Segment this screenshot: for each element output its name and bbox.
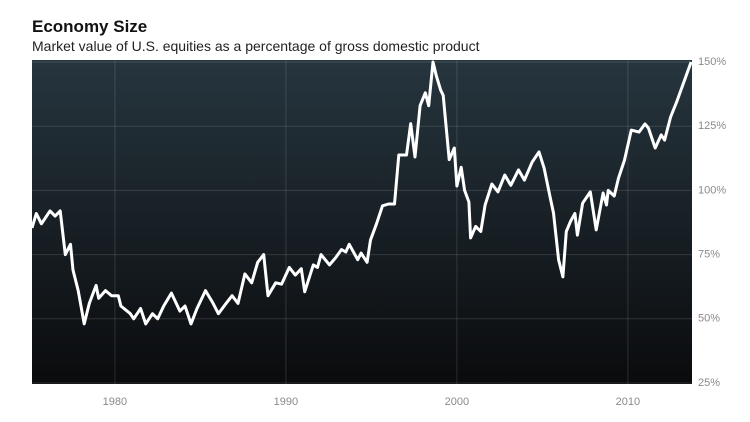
y-tick-label: 100% [698, 184, 726, 196]
x-tick-label: 1980 [103, 396, 127, 408]
y-tick-label: 25% [698, 377, 720, 389]
y-tick-label: 50% [698, 313, 720, 325]
x-tick-label: 2010 [616, 396, 640, 408]
y-tick-label: 125% [698, 120, 726, 132]
plot-background [32, 60, 692, 384]
x-tick-label: 1990 [274, 396, 298, 408]
chart-title: Economy Size [32, 17, 147, 36]
chart-subtitle: Market value of U.S. equities as a perce… [32, 38, 480, 54]
x-tick-label: 2000 [445, 396, 469, 408]
y-tick-label: 75% [698, 249, 720, 261]
y-tick-label: 150% [698, 56, 726, 68]
line-series [30, 60, 693, 326]
